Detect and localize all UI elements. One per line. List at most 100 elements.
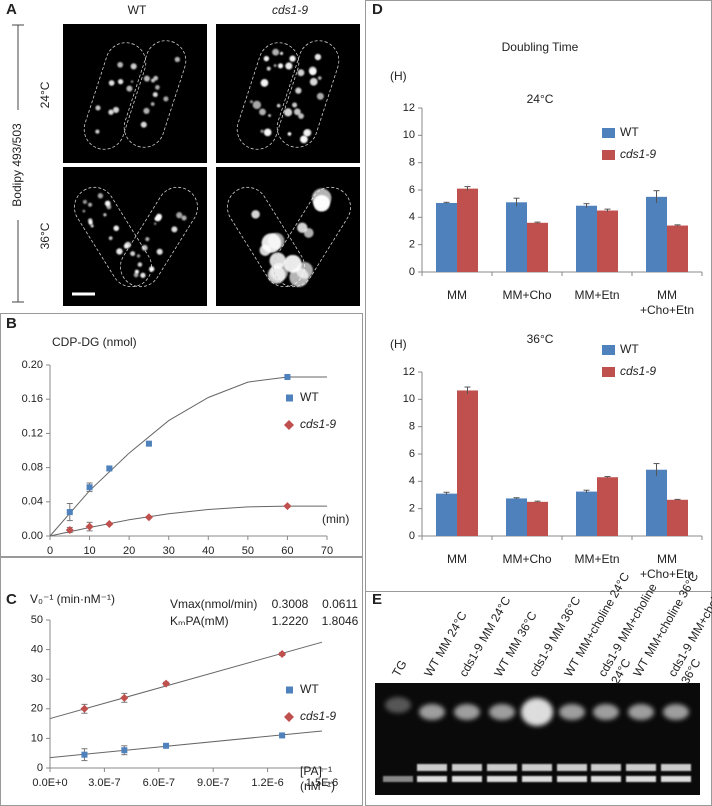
micrograph: [63, 167, 207, 306]
lipid-droplet: [130, 80, 134, 83]
cell: [120, 186, 198, 288]
lipid-droplet: [297, 69, 305, 77]
gel-band: [661, 776, 691, 782]
lipid-droplet: [143, 75, 150, 82]
y-tick-label: 10: [31, 732, 43, 744]
y-tick-label: 8: [409, 157, 415, 169]
legend-swatch: [602, 345, 615, 355]
panel-label: D: [372, 1, 383, 18]
y-axis-label: CDP-DG (nmol): [52, 335, 137, 349]
lipid-droplet: [156, 248, 163, 255]
lipid-droplet: [300, 135, 308, 144]
error-bar: [653, 463, 660, 476]
point: [120, 693, 129, 702]
y-tick-label: 30: [31, 673, 43, 685]
legend-swatch: [602, 150, 615, 160]
point: [145, 440, 152, 447]
bar: [576, 205, 597, 272]
lipid-droplet: [176, 212, 183, 219]
column-label: cds1-9: [272, 3, 308, 17]
lipid-droplet: [149, 266, 155, 272]
lane-condition: MM+choline 24°C: [573, 570, 633, 660]
bar: [506, 498, 527, 536]
chart-subtitle: 24°C: [527, 92, 554, 106]
x-tick-label: 9.0E-7: [197, 777, 229, 789]
bar: [457, 188, 478, 272]
legend-marker: [286, 394, 293, 402]
y-tick-label: 8: [409, 421, 415, 433]
lipid-droplet: [276, 103, 281, 108]
lipid-droplet: [90, 224, 94, 228]
lipid-droplet: [309, 77, 318, 86]
gel-band: [521, 698, 553, 726]
cell-outline: [123, 40, 187, 148]
y-tick-label: 10: [403, 393, 415, 405]
point: [105, 520, 114, 529]
lipid-droplet: [88, 202, 93, 207]
x-tick-label: 60: [281, 545, 293, 557]
legend-label: WT: [620, 125, 639, 139]
lipid-droplet: [155, 85, 160, 90]
kinetic-value: 0.0611: [322, 597, 358, 611]
gel-band: [626, 776, 656, 782]
legend-label: cds1-9: [620, 364, 656, 378]
lane-strain: WT: [421, 655, 443, 679]
panel-label: A: [6, 1, 17, 18]
error-bar: [534, 221, 541, 224]
lipid-droplet: [311, 188, 332, 208]
gel-band: [557, 764, 587, 771]
x-tick-label: 30: [163, 545, 175, 557]
cell: [227, 186, 305, 288]
bar: [667, 225, 688, 272]
point: [144, 513, 153, 522]
gel-band: [557, 776, 587, 782]
fit-line: [49, 730, 323, 759]
lipid-droplet: [277, 63, 284, 69]
error-bar: [464, 186, 471, 191]
lipid-droplet: [266, 66, 271, 71]
lipid-droplet: [259, 244, 271, 256]
gel-band: [628, 704, 654, 720]
x-tick-label: 10: [83, 545, 95, 557]
lipid-droplet: [174, 56, 180, 63]
panel-label: B: [6, 315, 17, 332]
micrographs: [63, 24, 360, 306]
legend-swatch: [602, 128, 615, 138]
lipid-droplet: [298, 113, 304, 119]
gel-band: [419, 704, 445, 720]
legend-swatch: [602, 367, 615, 377]
lipid-droplet: [263, 128, 272, 137]
x-tick-label: 40: [202, 545, 214, 557]
lipid-droplet: [316, 92, 324, 100]
bar: [506, 202, 527, 272]
y-axis-label: V₀⁻¹ (min·nM⁻¹): [30, 592, 115, 606]
legend-label: cds1-9: [300, 709, 336, 723]
lipid-droplet: [113, 225, 120, 232]
lipid-droplet: [133, 272, 139, 278]
cell: [83, 42, 147, 150]
x-tick-label: 50: [242, 545, 254, 557]
lipid-droplet: [268, 114, 271, 117]
lipid-droplet: [95, 105, 101, 111]
cell: [236, 42, 300, 150]
lane-condition: MM 36°C: [546, 594, 583, 645]
kinetic-value: 1.8046: [322, 614, 359, 628]
y-tick-label: 6: [409, 448, 415, 460]
y-tick-label: 12: [403, 102, 415, 114]
y-tick-label: 12: [403, 366, 415, 378]
error-bar: [513, 497, 520, 500]
gel-band: [626, 764, 656, 771]
legend-marker: [286, 686, 293, 694]
fit-line: [49, 376, 327, 537]
bar: [527, 501, 548, 536]
lipid-droplet: [153, 222, 157, 225]
gel-band: [487, 776, 517, 782]
legend-label: WT: [620, 342, 639, 356]
y-tick-label: 0.12: [22, 427, 43, 439]
gel-band: [454, 704, 480, 720]
lipid-droplet: [181, 215, 187, 221]
lipid-droplet: [283, 108, 293, 117]
y-tick-label: 0: [37, 762, 43, 774]
gel-band: [661, 764, 691, 771]
